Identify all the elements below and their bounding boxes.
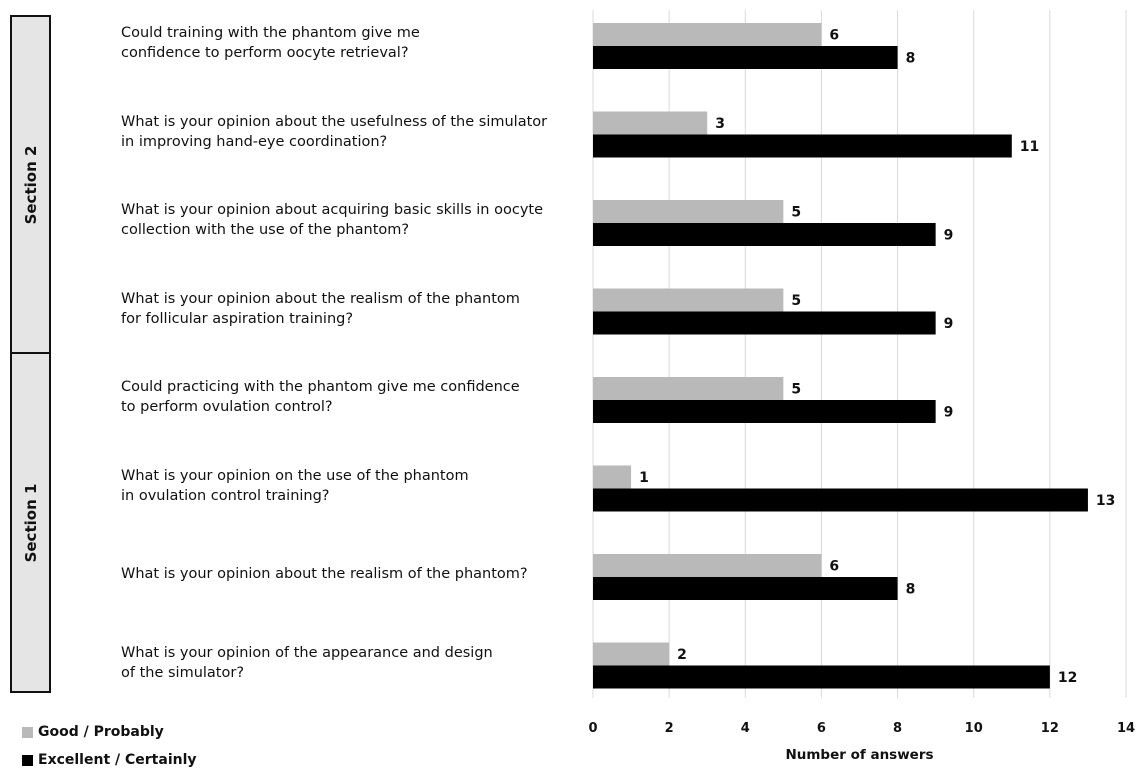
data-label: 13 [1096,493,1115,509]
category-label: What is your opinion about acquiring bas… [121,202,544,238]
bar [593,400,936,423]
data-label: 12 [1058,670,1077,686]
legend-item: Excellent / Certainly [22,752,197,768]
data-label: 6 [829,28,839,44]
x-tick-label: 2 [665,721,674,736]
bar [593,223,936,246]
section-box: Section 2 [10,15,51,354]
data-label: 5 [791,382,801,398]
bar [593,111,708,135]
category-label: Could training with the phantom give me … [121,25,420,61]
x-tick-label: 10 [965,721,983,736]
x-tick-label: 4 [741,721,750,736]
bar [593,377,784,400]
data-label: 9 [944,316,954,332]
category-label: What is your opinion on the use of the p… [121,467,469,504]
bar [593,465,632,489]
x-tick-label: 12 [1041,721,1059,736]
data-label: 9 [944,405,954,421]
legend-label: Excellent / Certainly [38,752,197,768]
category-label: What is your opinion about the realism o… [121,566,528,582]
x-tick-label: 8 [893,721,902,736]
data-label: 9 [944,228,954,244]
bar [593,134,1012,158]
bar [593,577,898,600]
legend-swatch [22,754,33,766]
data-label: 5 [791,293,801,309]
section-label: Section 2 [21,145,40,224]
data-label: 5 [791,205,801,221]
bar [593,23,822,46]
bar [593,488,1088,512]
legend-swatch [22,726,33,738]
bar [593,46,898,69]
legend-item: Good / Probably [22,724,164,740]
legend-label: Good / Probably [38,724,164,740]
data-label: 2 [677,647,687,663]
category-label: Could practicing with the phantom give m… [121,379,520,415]
data-label: 11 [1020,139,1039,155]
data-label: 8 [906,51,916,67]
data-label: 8 [906,582,916,598]
data-label: 6 [829,559,839,575]
category-label: What is your opinion about the usefulnes… [121,113,548,150]
x-axis-title: Number of answers [785,747,933,763]
x-tick-label: 14 [1117,721,1135,736]
x-tick-label: 0 [588,721,597,736]
section-label: Section 1 [21,483,40,562]
section-box: Section 1 [10,352,51,693]
bar [593,288,784,312]
bar [593,311,936,335]
bar [593,554,822,577]
category-label: What is your opinion of the appearance a… [121,644,493,681]
x-tick-label: 6 [817,721,826,736]
bar [593,200,784,223]
category-label: What is your opinion about the realism o… [121,290,520,327]
bar [593,642,670,666]
bar [593,665,1050,689]
data-label: 3 [715,116,725,132]
data-label: 1 [639,470,649,486]
